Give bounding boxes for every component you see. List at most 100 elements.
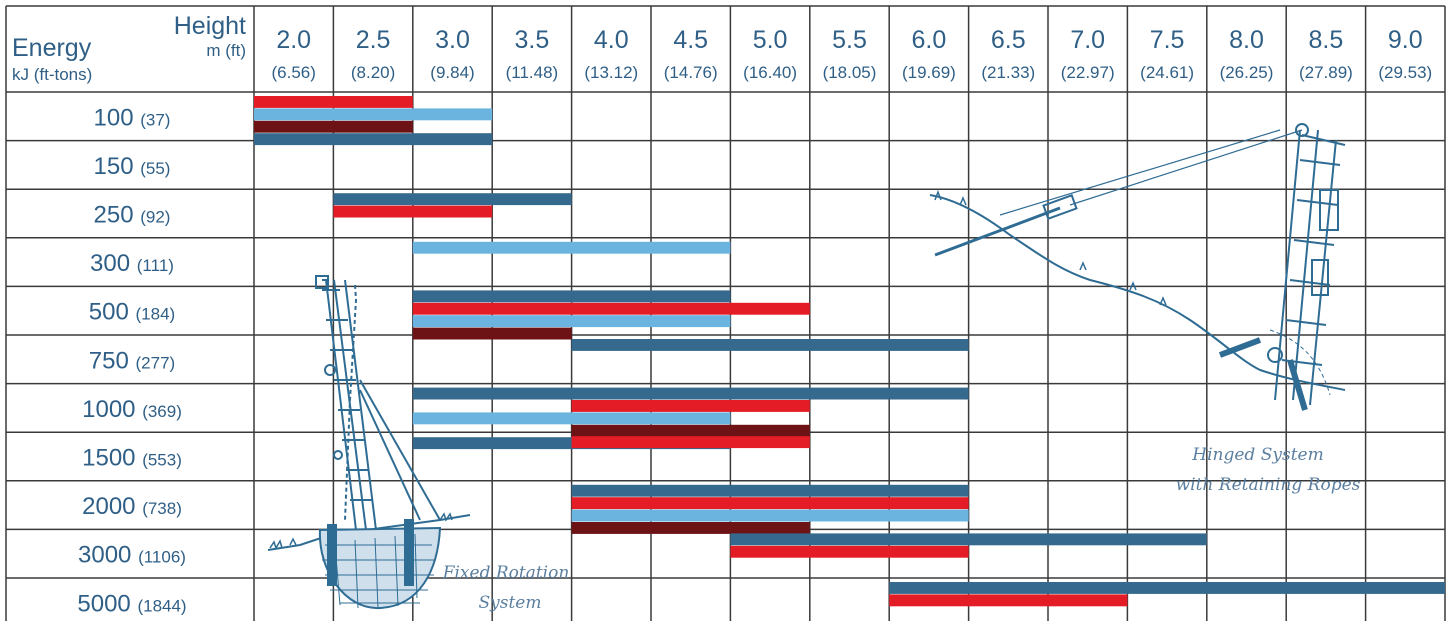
column-header-ft: (27.89) xyxy=(1299,63,1353,82)
annotation-retaining-ropes: with Retaining Ropes xyxy=(1176,475,1361,495)
bar-navy xyxy=(730,533,1207,546)
row-label-kj: 150 xyxy=(94,153,141,180)
column-header-m: 2.0 xyxy=(276,26,311,54)
bar-dark xyxy=(571,424,810,437)
bar-navy xyxy=(889,582,1445,594)
row-label: 100 (37) xyxy=(94,104,171,131)
column-header-m: 8.0 xyxy=(1229,26,1264,54)
column-header-ft: (22.97) xyxy=(1061,63,1115,82)
bar-navy xyxy=(333,193,572,206)
bar-red xyxy=(571,436,810,449)
bar-navy xyxy=(254,133,493,146)
row-label: 750 (277) xyxy=(89,347,175,374)
bar-red xyxy=(412,302,810,315)
bar-navy xyxy=(571,339,969,351)
grid-lines xyxy=(5,5,1446,621)
row-label-kj: 3000 xyxy=(78,542,138,569)
hinged-system-drawing xyxy=(929,123,1346,411)
bar-dark xyxy=(254,120,413,133)
column-header-m: 6.5 xyxy=(991,26,1026,54)
row-label-ft: (1106) xyxy=(138,548,186,567)
annotation-fixed-rotation-system: System xyxy=(479,593,542,613)
column-header-ft: (13.12) xyxy=(584,63,638,82)
column-header-m: 3.5 xyxy=(515,26,550,54)
row-label-ft: (738) xyxy=(142,499,182,518)
row-label-ft: (1844) xyxy=(137,596,186,615)
bar-dark xyxy=(412,327,572,340)
column-header-m: 6.0 xyxy=(912,26,947,54)
bar-light xyxy=(412,412,731,425)
row-label-kj: 5000 xyxy=(77,590,137,617)
row-label-ft: (92) xyxy=(140,208,170,227)
column-header-m: 8.5 xyxy=(1309,26,1344,54)
column-header-ft: (9.84) xyxy=(430,63,474,82)
row-label: 2000 (738) xyxy=(82,493,182,520)
row-label: 500 (184) xyxy=(89,299,175,326)
bar-red xyxy=(333,205,493,218)
column-header-m: 5.5 xyxy=(832,26,867,54)
bar-light xyxy=(412,315,731,328)
fixed-rotation-system-drawing xyxy=(267,275,471,610)
row-label: 300 (111) xyxy=(90,250,174,277)
row-label-ft: (55) xyxy=(140,159,170,178)
row-label-ft: (553) xyxy=(142,451,182,470)
row-label-kj: 500 xyxy=(89,299,136,326)
annotation-hinged-system: Hinged System xyxy=(1191,445,1323,465)
row-label-kj: 1500 xyxy=(82,445,142,472)
row-label: 3000 (1106) xyxy=(78,542,186,569)
column-header-m: 7.0 xyxy=(1070,26,1105,54)
corner-x-unit: m (ft) xyxy=(206,41,246,60)
row-label-ft: (184) xyxy=(136,305,176,324)
annotation-fixed-rotation: Fixed Rotation xyxy=(442,563,570,583)
column-header-ft: (16.40) xyxy=(743,63,797,82)
corner-y-unit: kJ (ft-tons) xyxy=(12,65,92,84)
bar-light xyxy=(412,241,731,254)
bars xyxy=(254,96,1445,607)
bar-red xyxy=(571,400,810,412)
column-header-m: 3.0 xyxy=(435,26,470,54)
column-header-ft: (21.33) xyxy=(981,63,1035,82)
bar-red xyxy=(254,96,413,108)
bar-red xyxy=(730,545,969,558)
row-label: 5000 (1844) xyxy=(77,590,186,617)
column-header-ft: (14.76) xyxy=(664,63,718,82)
row-label-kj: 250 xyxy=(94,202,141,229)
bar-light xyxy=(571,509,969,522)
row-label-ft: (37) xyxy=(140,110,170,129)
bar-navy xyxy=(571,484,969,497)
row-label: 1500 (553) xyxy=(82,445,182,472)
row-label-kj: 750 xyxy=(89,347,136,374)
column-header-m: 9.0 xyxy=(1388,26,1423,54)
row-label-kj: 1000 xyxy=(82,396,142,423)
row-label: 1000 (369) xyxy=(82,396,182,423)
column-header-ft: (26.25) xyxy=(1220,63,1274,82)
bar-red xyxy=(889,594,1128,607)
column-header-ft: (29.53) xyxy=(1378,63,1432,82)
column-header-ft: (19.69) xyxy=(902,63,956,82)
illustrations xyxy=(267,123,1346,610)
column-header-ft: (6.56) xyxy=(271,63,315,82)
column-header-ft: (18.05) xyxy=(823,63,877,82)
bar-red xyxy=(571,497,969,510)
row-label-kj: 300 xyxy=(90,250,137,277)
column-header-m: 2.5 xyxy=(356,26,391,54)
row-label-kj: 100 xyxy=(94,104,141,131)
column-header-m: 5.0 xyxy=(753,26,788,54)
column-header-m: 7.5 xyxy=(1150,26,1185,54)
column-header-m: 4.5 xyxy=(673,26,708,54)
bar-light xyxy=(254,108,493,121)
column-header-ft: (24.61) xyxy=(1140,63,1194,82)
column-header-m: 4.0 xyxy=(594,26,629,54)
corner-x-title: Height xyxy=(174,12,246,40)
row-label: 250 (92) xyxy=(94,202,171,229)
row-label: 150 (55) xyxy=(94,153,171,180)
column-header-ft: (8.20) xyxy=(351,63,395,82)
bar-navy xyxy=(412,387,969,400)
bar-dark xyxy=(571,522,810,534)
row-label-ft: (369) xyxy=(142,402,182,421)
column-header-ft: (11.48) xyxy=(506,63,559,82)
row-label-ft: (111) xyxy=(137,256,174,275)
